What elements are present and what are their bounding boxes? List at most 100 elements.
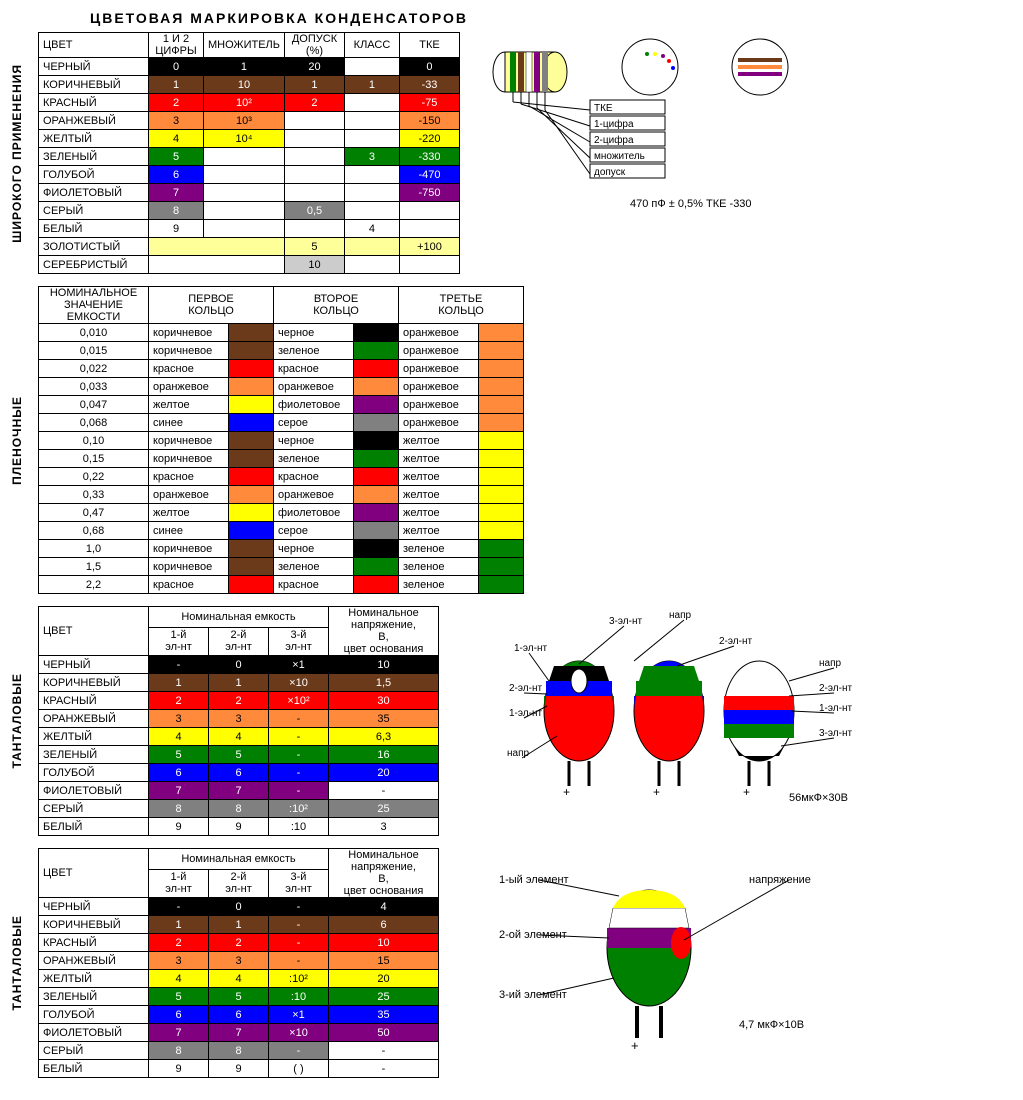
svg-text:470 пФ ± 0,5% ТКЕ -330: 470 пФ ± 0,5% ТКЕ -330 (630, 198, 752, 210)
t1-row: СЕРЫЙ80,5 (39, 202, 460, 220)
t34-row: СЕРЫЙ88-- (39, 1042, 439, 1060)
t34-row: ЧЕРНЫЙ-0×110 (39, 656, 439, 674)
table-film: НОМИНАЛЬНОЕЗНАЧЕНИЕЕМКОСТИПЕРВОЕКОЛЬЦОВТ… (38, 286, 524, 594)
t2-row: 2,2красноекрасноезеленое (39, 576, 524, 594)
t2-row: 0,33оранжевоеоранжевоежелтое (39, 486, 524, 504)
diagram-tantalum-2: + 1-ый элемент напряжение 2-ой элемент 3-ий… (459, 848, 859, 1071)
svg-text:+: + (563, 785, 570, 799)
t34-row: ЖЕЛТЫЙ44:10²20 (39, 970, 439, 988)
t34-row: ЗЕЛЕНЫЙ55-16 (39, 746, 439, 764)
section-film: ПЛЕНОЧНЫЕ НОМИНАЛЬНОЕЗНАЧЕНИЕЕМКОСТИПЕРВ… (10, 286, 1013, 594)
svg-text:56мкФ×30В: 56мкФ×30В (789, 792, 848, 804)
svg-text:2-эл-нт: 2-эл-нт (819, 683, 852, 694)
section-tantalum-1: ТАНТАЛОВЫЕ ЦВЕТНоминальная емкостьНомина… (10, 606, 1013, 836)
t1-row: КОРИЧНЕВЫЙ11011-33 (39, 76, 460, 94)
t1-row: ФИОЛЕТОВЫЙ7-750 (39, 184, 460, 202)
svg-text:2-эл-нт: 2-эл-нт (719, 636, 752, 647)
t34-row: ФИОЛЕТОВЫЙ77-- (39, 782, 439, 800)
t34-row: КОРИЧНЕВЫЙ11×101,5 (39, 674, 439, 692)
t34-row: БЕЛЫЙ99( )- (39, 1060, 439, 1078)
t2-row: 0,68синеесероежелтое (39, 522, 524, 540)
svg-text:1-эл-нт: 1-эл-нт (819, 703, 852, 714)
t2-row: 0,015коричневоезеленоеоранжевое (39, 342, 524, 360)
svg-text:2-цифра: 2-цифра (594, 134, 634, 146)
t1-row: КРАСНЫЙ210²2-75 (39, 94, 460, 112)
t1-header: ЦВЕТ (39, 33, 149, 58)
t1-header: ДОПУСК (%) (284, 33, 344, 58)
page-title: ЦВЕТОВАЯ МАРКИРОВКА КОНДЕНСАТОРОВ (90, 10, 1013, 26)
t34-row: КОРИЧНЕВЫЙ11-6 (39, 916, 439, 934)
t34-row: КРАСНЫЙ22-10 (39, 934, 439, 952)
capacitor-general-svg: ТКЕ 1-цифра 2-цифра множитель допуск 470 пФ … (480, 32, 840, 232)
svg-text:+: + (653, 785, 660, 799)
t2-row: 1,5коричневоезеленоезеленое (39, 558, 524, 576)
table-general: ЦВЕТ1 И 2 ЦИФРЫМНОЖИТЕЛЬДОПУСК (%)КЛАССТ… (38, 32, 460, 274)
t2-header: НОМИНАЛЬНОЕЗНАЧЕНИЕЕМКОСТИ (39, 287, 149, 324)
t1-row: ЗЕЛЕНЫЙ53-330 (39, 148, 460, 166)
svg-text:допуск: допуск (594, 167, 626, 178)
svg-text:1-цифра: 1-цифра (594, 118, 634, 130)
section-label-2: ПЛЕНОЧНЫЕ (10, 396, 30, 485)
t1-header: КЛАСС (344, 33, 399, 58)
svg-text:+: + (743, 785, 750, 799)
t1-header: МНОЖИТЕЛЬ (204, 33, 285, 58)
t34-row: ОРАНЖЕВЫЙ33-15 (39, 952, 439, 970)
svg-text:3-эл-нт: 3-эл-нт (819, 728, 852, 739)
diagram-tantalum-1: + + + 3-эл-нтнапр1-эл-нт2- (459, 606, 879, 829)
svg-text:3-ий элемент: 3-ий элемент (499, 989, 567, 1001)
t1-row: ЧЕРНЫЙ01200 (39, 58, 460, 76)
svg-text:напр: напр (669, 610, 691, 621)
t34-row: ГОЛУБОЙ66×135 (39, 1006, 439, 1024)
svg-text:1-эл-нт: 1-эл-нт (509, 708, 542, 719)
t34-row: ОРАНЖЕВЫЙ33-35 (39, 710, 439, 728)
t2-row: 0,033оранжевоеоранжевоеоранжевое (39, 378, 524, 396)
svg-text:напряжение: напряжение (749, 874, 811, 886)
t1-row: СЕРЕБРИСТЫЙ10 (39, 256, 460, 274)
svg-text:1-эл-нт: 1-эл-нт (514, 643, 547, 654)
svg-text:2-эл-нт: 2-эл-нт (509, 683, 542, 694)
t2-row: 0,022красноекрасноеоранжевое (39, 360, 524, 378)
table-tantalum-1: ЦВЕТНоминальная емкостьНоминальное напря… (38, 606, 439, 836)
t2-row: 0,047желтоефиолетовоеоранжевое (39, 396, 524, 414)
t2-row: 0,15коричневоезеленоежелтое (39, 450, 524, 468)
svg-text:напр: напр (507, 748, 529, 759)
t2-row: 1,0коричневоечерноезеленое (39, 540, 524, 558)
t34-row: ЗЕЛЕНЫЙ55:1025 (39, 988, 439, 1006)
t1-row: ОРАНЖЕВЫЙ310³-150 (39, 112, 460, 130)
svg-text:напр: напр (819, 658, 841, 669)
t1-row: ЖЕЛТЫЙ410⁴-220 (39, 130, 460, 148)
t34-row: ЖЕЛТЫЙ44-6,3 (39, 728, 439, 746)
t1-row: БЕЛЫЙ94 (39, 220, 460, 238)
t1-row: ГОЛУБОЙ6-470 (39, 166, 460, 184)
svg-text:множитель: множитель (594, 151, 645, 162)
t1-header: ТКЕ (399, 33, 459, 58)
t34-row: КРАСНЫЙ22×10²30 (39, 692, 439, 710)
svg-text:1-ый элемент: 1-ый элемент (499, 874, 569, 886)
t1-row: ЗОЛОТИСТЫЙ5+100 (39, 238, 460, 256)
t1-header: 1 И 2 ЦИФРЫ (149, 33, 204, 58)
svg-text:ТКЕ: ТКЕ (594, 103, 613, 114)
t2-header: ТРЕТЬЕКОЛЬЦО (399, 287, 524, 324)
t34-row: ФИОЛЕТОВЫЙ77×1050 (39, 1024, 439, 1042)
section-label-1: ШИРОКОГО ПРИМЕНЕНИЯ (10, 64, 30, 243)
t34-row: ЧЕРНЫЙ-0-4 (39, 898, 439, 916)
t2-header: ВТОРОЕКОЛЬЦО (274, 287, 399, 324)
t34-row: БЕЛЫЙ99:103 (39, 818, 439, 836)
svg-text:2-ой элемент: 2-ой элемент (499, 929, 567, 941)
t2-row: 0,068синеесероеоранжевое (39, 414, 524, 432)
t2-row: 0,47желтоефиолетовоежелтое (39, 504, 524, 522)
t2-header: ПЕРВОЕКОЛЬЦО (149, 287, 274, 324)
svg-text:+: + (631, 1038, 639, 1053)
svg-text:4,7 мкФ×10В: 4,7 мкФ×10В (739, 1019, 804, 1031)
t34-row: СЕРЫЙ88:10²25 (39, 800, 439, 818)
t34-row: ГОЛУБОЙ66-20 (39, 764, 439, 782)
section-tantalum-2: ТАНТАЛОВЫЕ ЦВЕТНоминальная емкостьНомина… (10, 848, 1013, 1078)
t2-row: 0,10коричневоечерноежелтое (39, 432, 524, 450)
diagram-general: ТКЕ 1-цифра 2-цифра множитель допуск 470 пФ … (480, 32, 840, 235)
t2-row: 0,010коричневоечерноеоранжевое (39, 324, 524, 342)
svg-text:3-эл-нт: 3-эл-нт (609, 616, 642, 627)
table-tantalum-2: ЦВЕТНоминальная емкостьНоминальное напря… (38, 848, 439, 1078)
t2-row: 0,22красноекрасноежелтое (39, 468, 524, 486)
section-label-3: ТАНТАЛОВЫЕ (10, 673, 30, 768)
section-general: ШИРОКОГО ПРИМЕНЕНИЯ ЦВЕТ1 И 2 ЦИФРЫМНОЖИ… (10, 32, 1013, 274)
